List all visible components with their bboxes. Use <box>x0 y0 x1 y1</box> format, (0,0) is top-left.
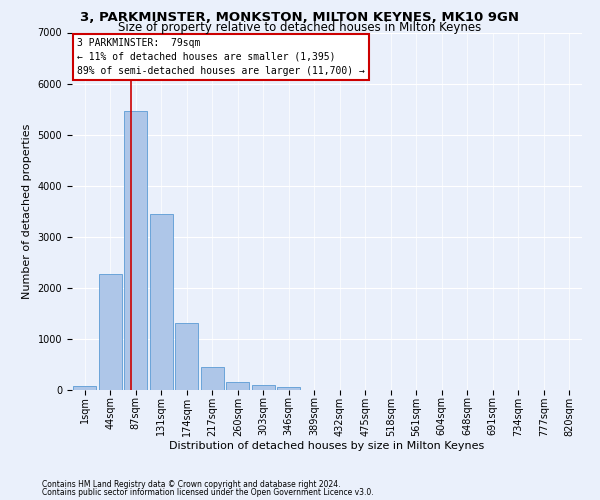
X-axis label: Distribution of detached houses by size in Milton Keynes: Distribution of detached houses by size … <box>169 442 485 452</box>
Bar <box>150 214 173 390</box>
Y-axis label: Number of detached properties: Number of detached properties <box>22 124 32 299</box>
Bar <box>73 386 96 390</box>
Text: 3, PARKMINSTER, MONKSTON, MILTON KEYNES, MK10 9GN: 3, PARKMINSTER, MONKSTON, MILTON KEYNES,… <box>80 11 520 24</box>
Bar <box>124 110 147 390</box>
Bar <box>175 323 198 390</box>
Text: Size of property relative to detached houses in Milton Keynes: Size of property relative to detached ho… <box>118 21 482 34</box>
Bar <box>201 366 224 390</box>
Bar <box>252 386 275 390</box>
Text: Contains HM Land Registry data © Crown copyright and database right 2024.: Contains HM Land Registry data © Crown c… <box>42 480 341 489</box>
Bar <box>99 274 122 390</box>
Text: Contains public sector information licensed under the Open Government Licence v3: Contains public sector information licen… <box>42 488 374 497</box>
Bar <box>226 382 249 390</box>
Text: 3 PARKMINSTER:  79sqm
← 11% of detached houses are smaller (1,395)
89% of semi-d: 3 PARKMINSTER: 79sqm ← 11% of detached h… <box>77 38 365 76</box>
Bar <box>277 387 300 390</box>
